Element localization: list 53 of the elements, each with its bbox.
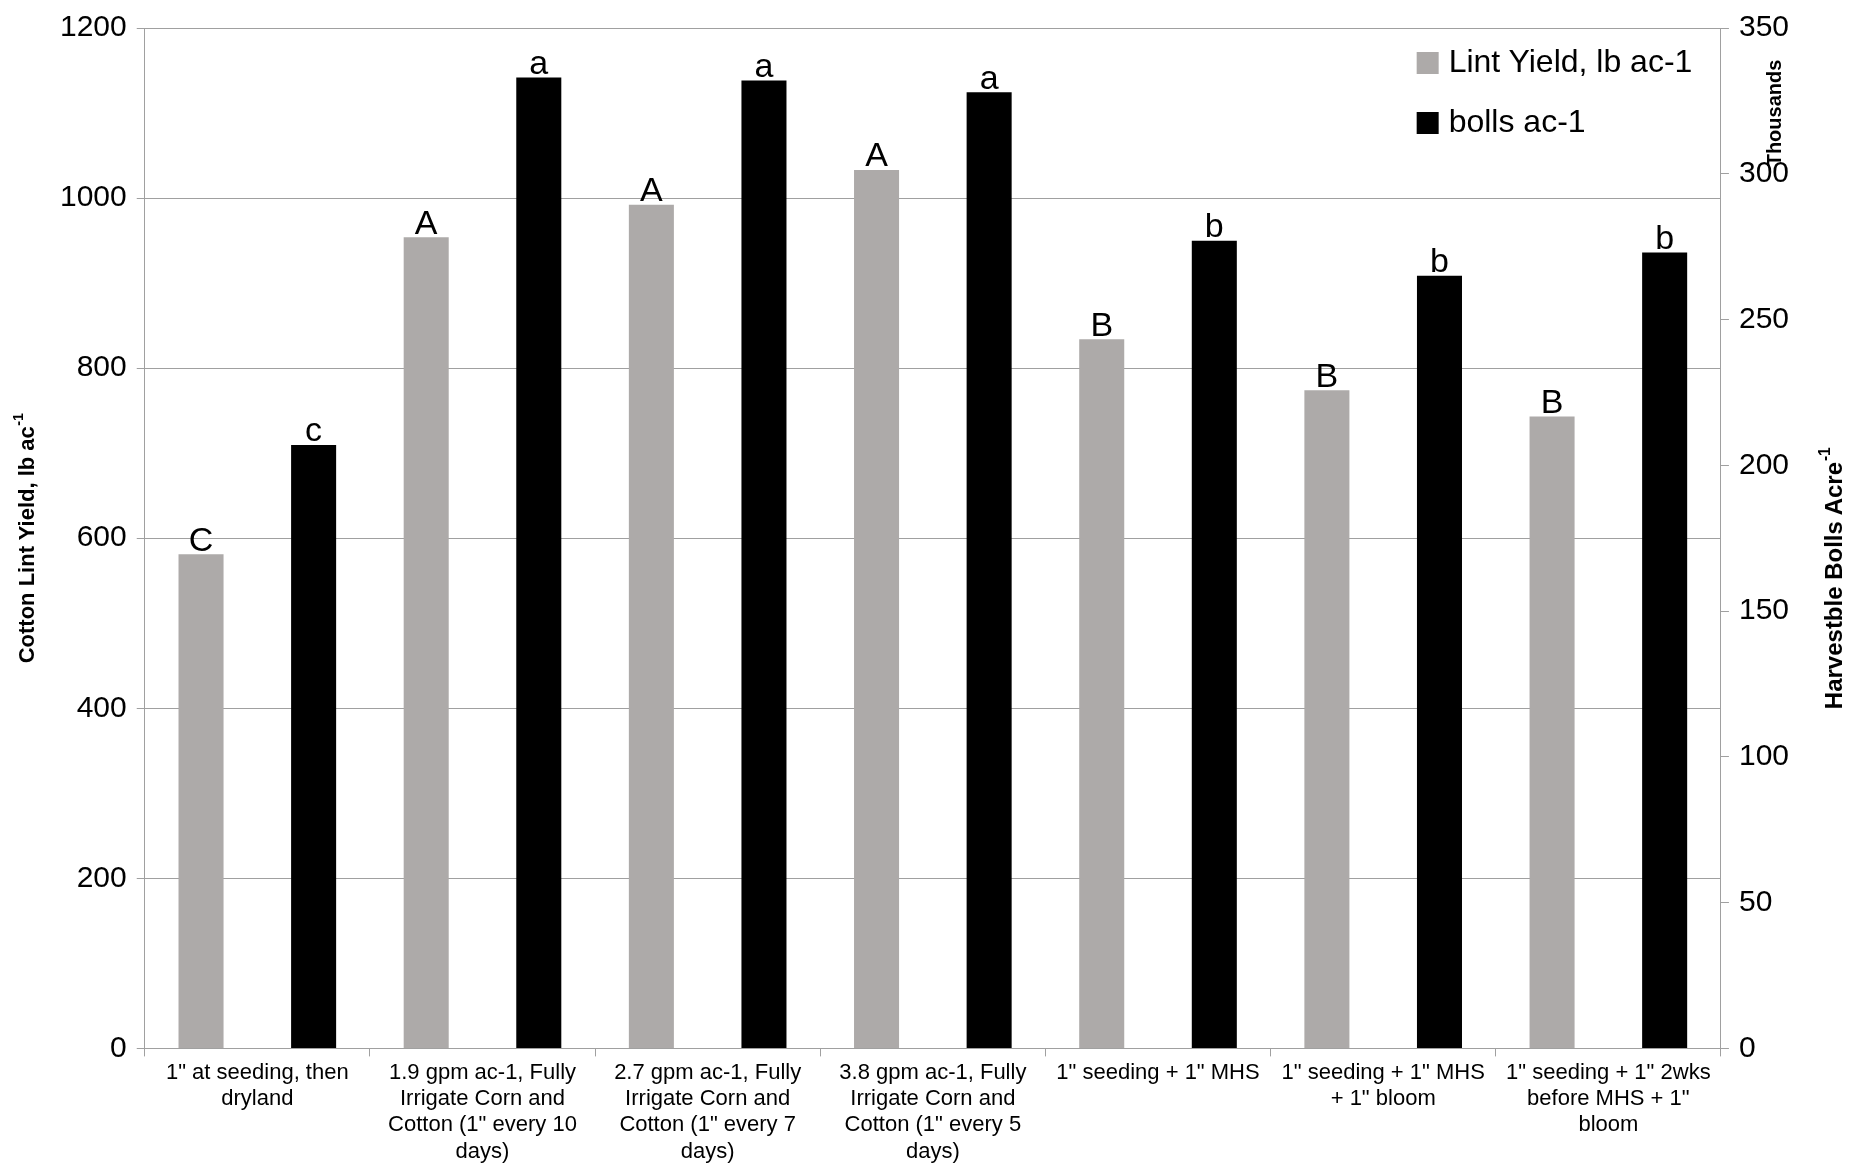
- x-tick-label: 1.9 gpm ac-1, Fully Irrigate Corn and Cotton (1" every 10 days): [388, 1058, 577, 1163]
- bar: [1416, 275, 1462, 1048]
- data-label: a: [979, 57, 999, 96]
- x-tick-label: 1" seeding + 1" MHS: [1056, 1058, 1260, 1084]
- x-tick-label: 2.7 gpm ac-1, Fully Irrigate Corn and Cotton (1" every 7 days): [614, 1058, 802, 1163]
- bar: [291, 444, 337, 1048]
- bar: [854, 170, 900, 1048]
- bar: [1642, 252, 1688, 1048]
- y2-tick-label: 50: [1738, 883, 1773, 917]
- data-label: B: [1540, 381, 1564, 420]
- data-label: b: [1204, 206, 1224, 245]
- data-label: C: [188, 519, 214, 558]
- bar: [516, 77, 562, 1048]
- data-label: b: [1430, 241, 1449, 280]
- y2-tick-label: 250: [1738, 300, 1790, 334]
- data-label: b: [1655, 217, 1675, 256]
- y-tick-label: 1200: [59, 9, 127, 43]
- y-axis-title: Cotton Lint Yield, lb ac-1: [10, 413, 40, 664]
- y2-tick-label: 350: [1738, 9, 1790, 43]
- x-tick-label: 1" seeding + 1" 2wks before MHS + 1" bloom: [1506, 1058, 1711, 1137]
- y-tick-label: 200: [76, 859, 127, 893]
- x-tick-label: 1" at seeding, then dryland: [165, 1058, 349, 1111]
- data-label: c: [305, 410, 323, 449]
- bar: [178, 554, 224, 1048]
- bar: [1079, 339, 1125, 1048]
- legend-label: bolls ac-1: [1448, 102, 1586, 139]
- y2-tick-label: 100: [1738, 738, 1790, 772]
- data-label: A: [414, 202, 438, 241]
- bar: [1191, 240, 1237, 1048]
- data-label: B: [1315, 355, 1339, 394]
- data-label: a: [754, 45, 774, 84]
- y-tick-label: 600: [76, 519, 127, 553]
- y2-tick-label: 150: [1738, 592, 1790, 626]
- x-tick-label: 1" seeding + 1" MHS + 1" bloom: [1281, 1058, 1485, 1111]
- bar: [628, 204, 674, 1048]
- y2-tick-label: 200: [1738, 446, 1790, 480]
- data-label: B: [1090, 304, 1114, 343]
- y-tick-label: 400: [76, 689, 127, 723]
- y-tick-label: 800: [76, 349, 127, 383]
- y2-axis-title: Harvestble Bolls Acre-1: [1815, 446, 1847, 710]
- bar: [1529, 416, 1575, 1048]
- x-tick-label: 3.8 gpm ac-1, Fully Irrigate Corn and Cotton (1" every 5 days): [839, 1058, 1027, 1163]
- data-label: a: [529, 42, 549, 81]
- bar: [966, 92, 1012, 1048]
- data-label: A: [865, 135, 889, 174]
- bar: [741, 80, 787, 1048]
- y-tick-label: 1000: [59, 179, 127, 213]
- bar: [1304, 390, 1350, 1048]
- y2-tick-label: 0: [1738, 1029, 1756, 1063]
- data-label: A: [640, 170, 664, 209]
- y-tick-label: 0: [110, 1029, 127, 1063]
- legend-label: Lint Yield, lb ac-1: [1448, 42, 1693, 79]
- bar: [403, 237, 449, 1048]
